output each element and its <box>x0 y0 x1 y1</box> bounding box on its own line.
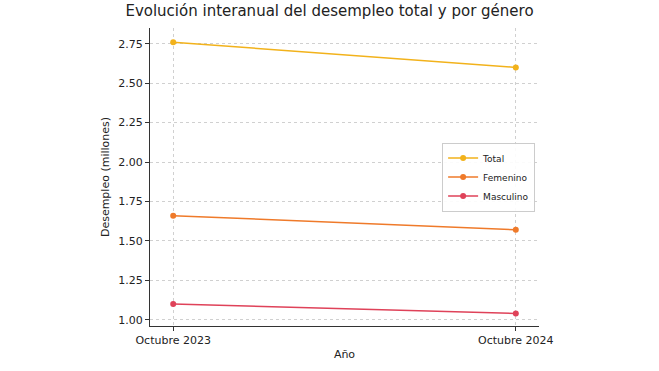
svg-text:Total: Total <box>482 154 504 164</box>
svg-text:Desempleo (millones): Desempleo (millones) <box>99 117 112 237</box>
svg-text:Año: Año <box>334 348 355 361</box>
svg-text:Octubre 2024: Octubre 2024 <box>478 334 554 347</box>
svg-text:1.75: 1.75 <box>118 195 143 208</box>
svg-text:1.00: 1.00 <box>118 314 143 327</box>
svg-text:2.50: 2.50 <box>118 77 143 90</box>
svg-text:1.25: 1.25 <box>118 274 143 287</box>
svg-text:2.75: 2.75 <box>118 38 143 51</box>
svg-text:Evolución interanual del desem: Evolución interanual del desempleo total… <box>125 2 533 20</box>
svg-text:Masculino: Masculino <box>483 192 528 202</box>
svg-text:Octubre 2023: Octubre 2023 <box>135 334 211 347</box>
svg-text:Femenino: Femenino <box>483 173 527 183</box>
svg-text:2.25: 2.25 <box>118 116 143 129</box>
svg-text:1.50: 1.50 <box>118 235 143 248</box>
svg-text:2.00: 2.00 <box>118 156 143 169</box>
